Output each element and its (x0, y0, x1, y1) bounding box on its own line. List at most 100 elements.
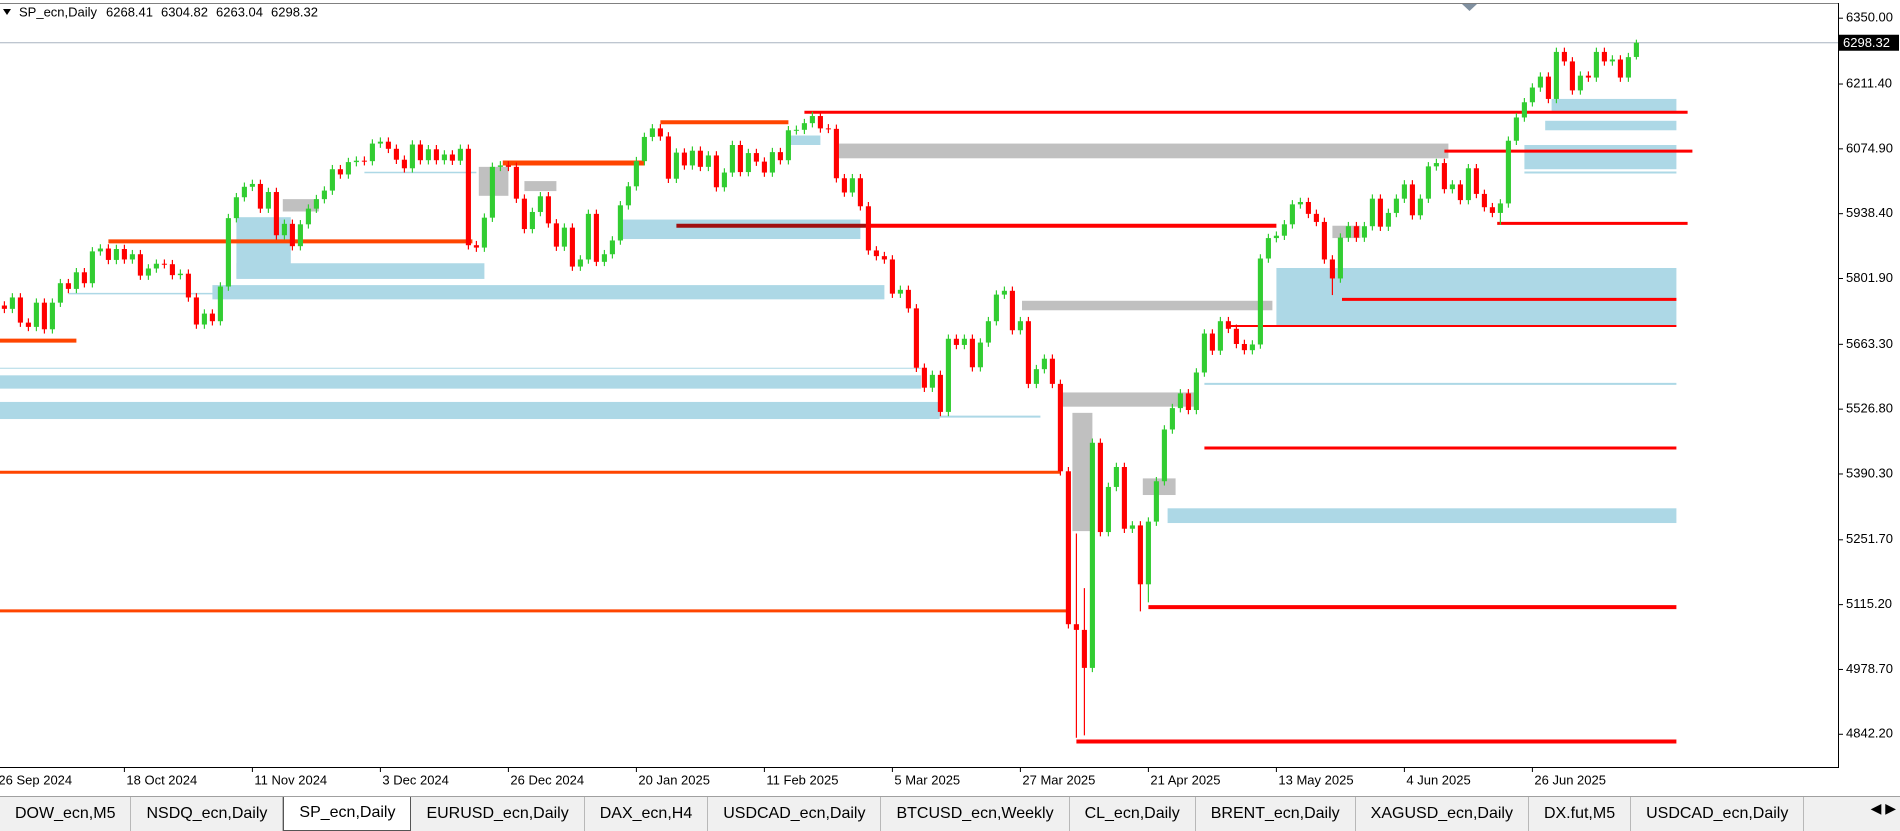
symbol-tab[interactable]: XAGUSD_ecn,Daily (1356, 797, 1529, 831)
tab-bar: DOW_ecn,M5 NSDQ_ecn,Daily SP_ecn,Daily EURU… (0, 796, 1900, 831)
candle-body (1105, 486, 1111, 533)
candle-body (457, 148, 463, 161)
candle-body (225, 218, 231, 287)
candle-body (1185, 393, 1191, 411)
symbol-tab[interactable]: EURUSD_ecn,Daily (411, 797, 585, 831)
candle-body (537, 196, 543, 212)
zone (236, 263, 485, 279)
candle-body (1305, 201, 1311, 214)
candle-body (129, 254, 135, 260)
candle-body (329, 169, 335, 191)
candle-body (345, 162, 351, 175)
candle-body (321, 190, 327, 200)
candle-body (673, 152, 679, 179)
candle-body (1065, 471, 1071, 625)
candle-body (137, 254, 143, 276)
x-tick-label: 18 Oct 2024 (126, 772, 197, 787)
y-tick-label: 6074.90 (1846, 140, 1893, 155)
candle-body (289, 223, 295, 247)
symbol-tab[interactable]: USDCAD_ecn,Daily (708, 797, 882, 831)
candle-body (217, 286, 223, 322)
candle-body (297, 224, 303, 247)
candle-body (1465, 168, 1471, 201)
y-tick-label: 5390.30 (1846, 465, 1893, 480)
candle-body (177, 273, 183, 276)
candle-body (553, 223, 559, 247)
candle-body (1513, 117, 1519, 141)
symbol-tab[interactable]: SP_ecn,Daily (283, 797, 412, 831)
candle-body (865, 206, 871, 251)
candle-body (361, 160, 367, 162)
candle-body (641, 136, 647, 162)
candle-body (1209, 333, 1215, 351)
candle-body (121, 249, 127, 260)
candle-body (89, 251, 95, 284)
symbol-tab[interactable]: BRENT_ecn,Daily (1196, 797, 1356, 831)
candle-body (1273, 235, 1279, 239)
candle-body (1217, 321, 1223, 351)
zone (838, 143, 1449, 159)
candle-body (73, 272, 79, 289)
x-tick-label: 11 Feb 2025 (766, 772, 838, 787)
candle-body (33, 302, 39, 327)
candle-body (49, 302, 55, 330)
header-open: 6268.41 (106, 4, 153, 19)
candle-body (97, 248, 103, 252)
zone (1142, 478, 1176, 496)
candle-body (233, 197, 239, 219)
candle-body (1521, 102, 1527, 118)
candle-body (113, 249, 119, 260)
candle-body (609, 240, 615, 255)
candle-body (1009, 290, 1015, 331)
symbol-tab[interactable]: DX.fut,M5 (1529, 797, 1632, 831)
candle-body (1161, 429, 1167, 482)
tab-scroll[interactable]: ◀ ▶ (1870, 800, 1896, 816)
candle-body (281, 223, 287, 236)
candle-body (1145, 521, 1151, 585)
candle-body (1585, 75, 1591, 78)
candle-body (1545, 76, 1551, 99)
candle-body (1153, 481, 1159, 522)
candle-body (897, 289, 903, 294)
symbol-tab[interactable]: NSDQ_ecn,Daily (131, 797, 284, 831)
candle-body (777, 152, 783, 161)
symbol-tab[interactable]: DAX_ecn,H4 (585, 797, 709, 831)
candle-body (145, 268, 151, 276)
candle-body (689, 150, 695, 166)
candle-body (1425, 166, 1431, 199)
candle-body (1313, 213, 1319, 222)
x-tick-label: 26 Sep 2024 (0, 772, 72, 787)
symbol-tab[interactable]: USDCAD_ecn,Daily (1631, 797, 1805, 831)
candle-body (25, 322, 31, 327)
zone (524, 181, 557, 192)
candle-body (1041, 358, 1047, 370)
symbol-tab[interactable]: DOW_ecn,M5 (0, 797, 132, 831)
candle-body (1553, 51, 1559, 99)
candle-body (1401, 184, 1407, 199)
candle-body (1081, 629, 1087, 668)
candle-body (953, 338, 959, 345)
symbol-tab[interactable]: BTCUSD_ecn,Weekly (881, 797, 1070, 831)
candle-body (921, 367, 927, 388)
candle-body (825, 128, 831, 130)
candle-body (1113, 466, 1119, 487)
candle-body (1497, 203, 1503, 213)
candle-body (65, 283, 71, 289)
symbol-tab[interactable]: CL_ecn,Daily (1070, 797, 1196, 831)
candle-body (241, 186, 247, 198)
candle-body (1433, 163, 1439, 167)
candle-body (561, 227, 567, 247)
candle-body (513, 166, 519, 199)
candle-body (1561, 51, 1567, 62)
candle-body (41, 302, 47, 330)
y-tick-label: 5251.70 (1846, 531, 1893, 546)
candle-body (1593, 51, 1599, 78)
candle-body (1569, 61, 1575, 91)
candle-body (1025, 321, 1031, 384)
candle-body (1625, 57, 1631, 78)
y-tick-label: 6211.40 (1846, 75, 1892, 90)
candle-body (449, 154, 455, 161)
candle-body (1441, 163, 1447, 190)
candle-body (969, 338, 975, 368)
